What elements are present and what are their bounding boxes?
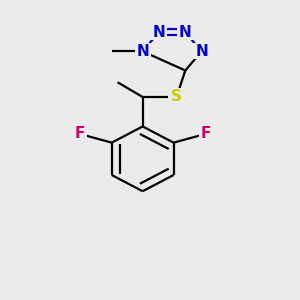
FancyBboxPatch shape — [194, 43, 210, 59]
Text: N: N — [152, 25, 165, 40]
Text: F: F — [74, 126, 85, 141]
FancyBboxPatch shape — [177, 24, 194, 40]
Text: N: N — [179, 25, 192, 40]
FancyBboxPatch shape — [151, 24, 167, 40]
FancyBboxPatch shape — [199, 126, 213, 141]
Text: N: N — [136, 44, 149, 59]
Text: S: S — [171, 89, 182, 104]
FancyBboxPatch shape — [134, 43, 151, 59]
FancyBboxPatch shape — [168, 88, 185, 106]
FancyBboxPatch shape — [72, 126, 87, 141]
Text: N: N — [195, 44, 208, 59]
Text: F: F — [201, 126, 211, 141]
